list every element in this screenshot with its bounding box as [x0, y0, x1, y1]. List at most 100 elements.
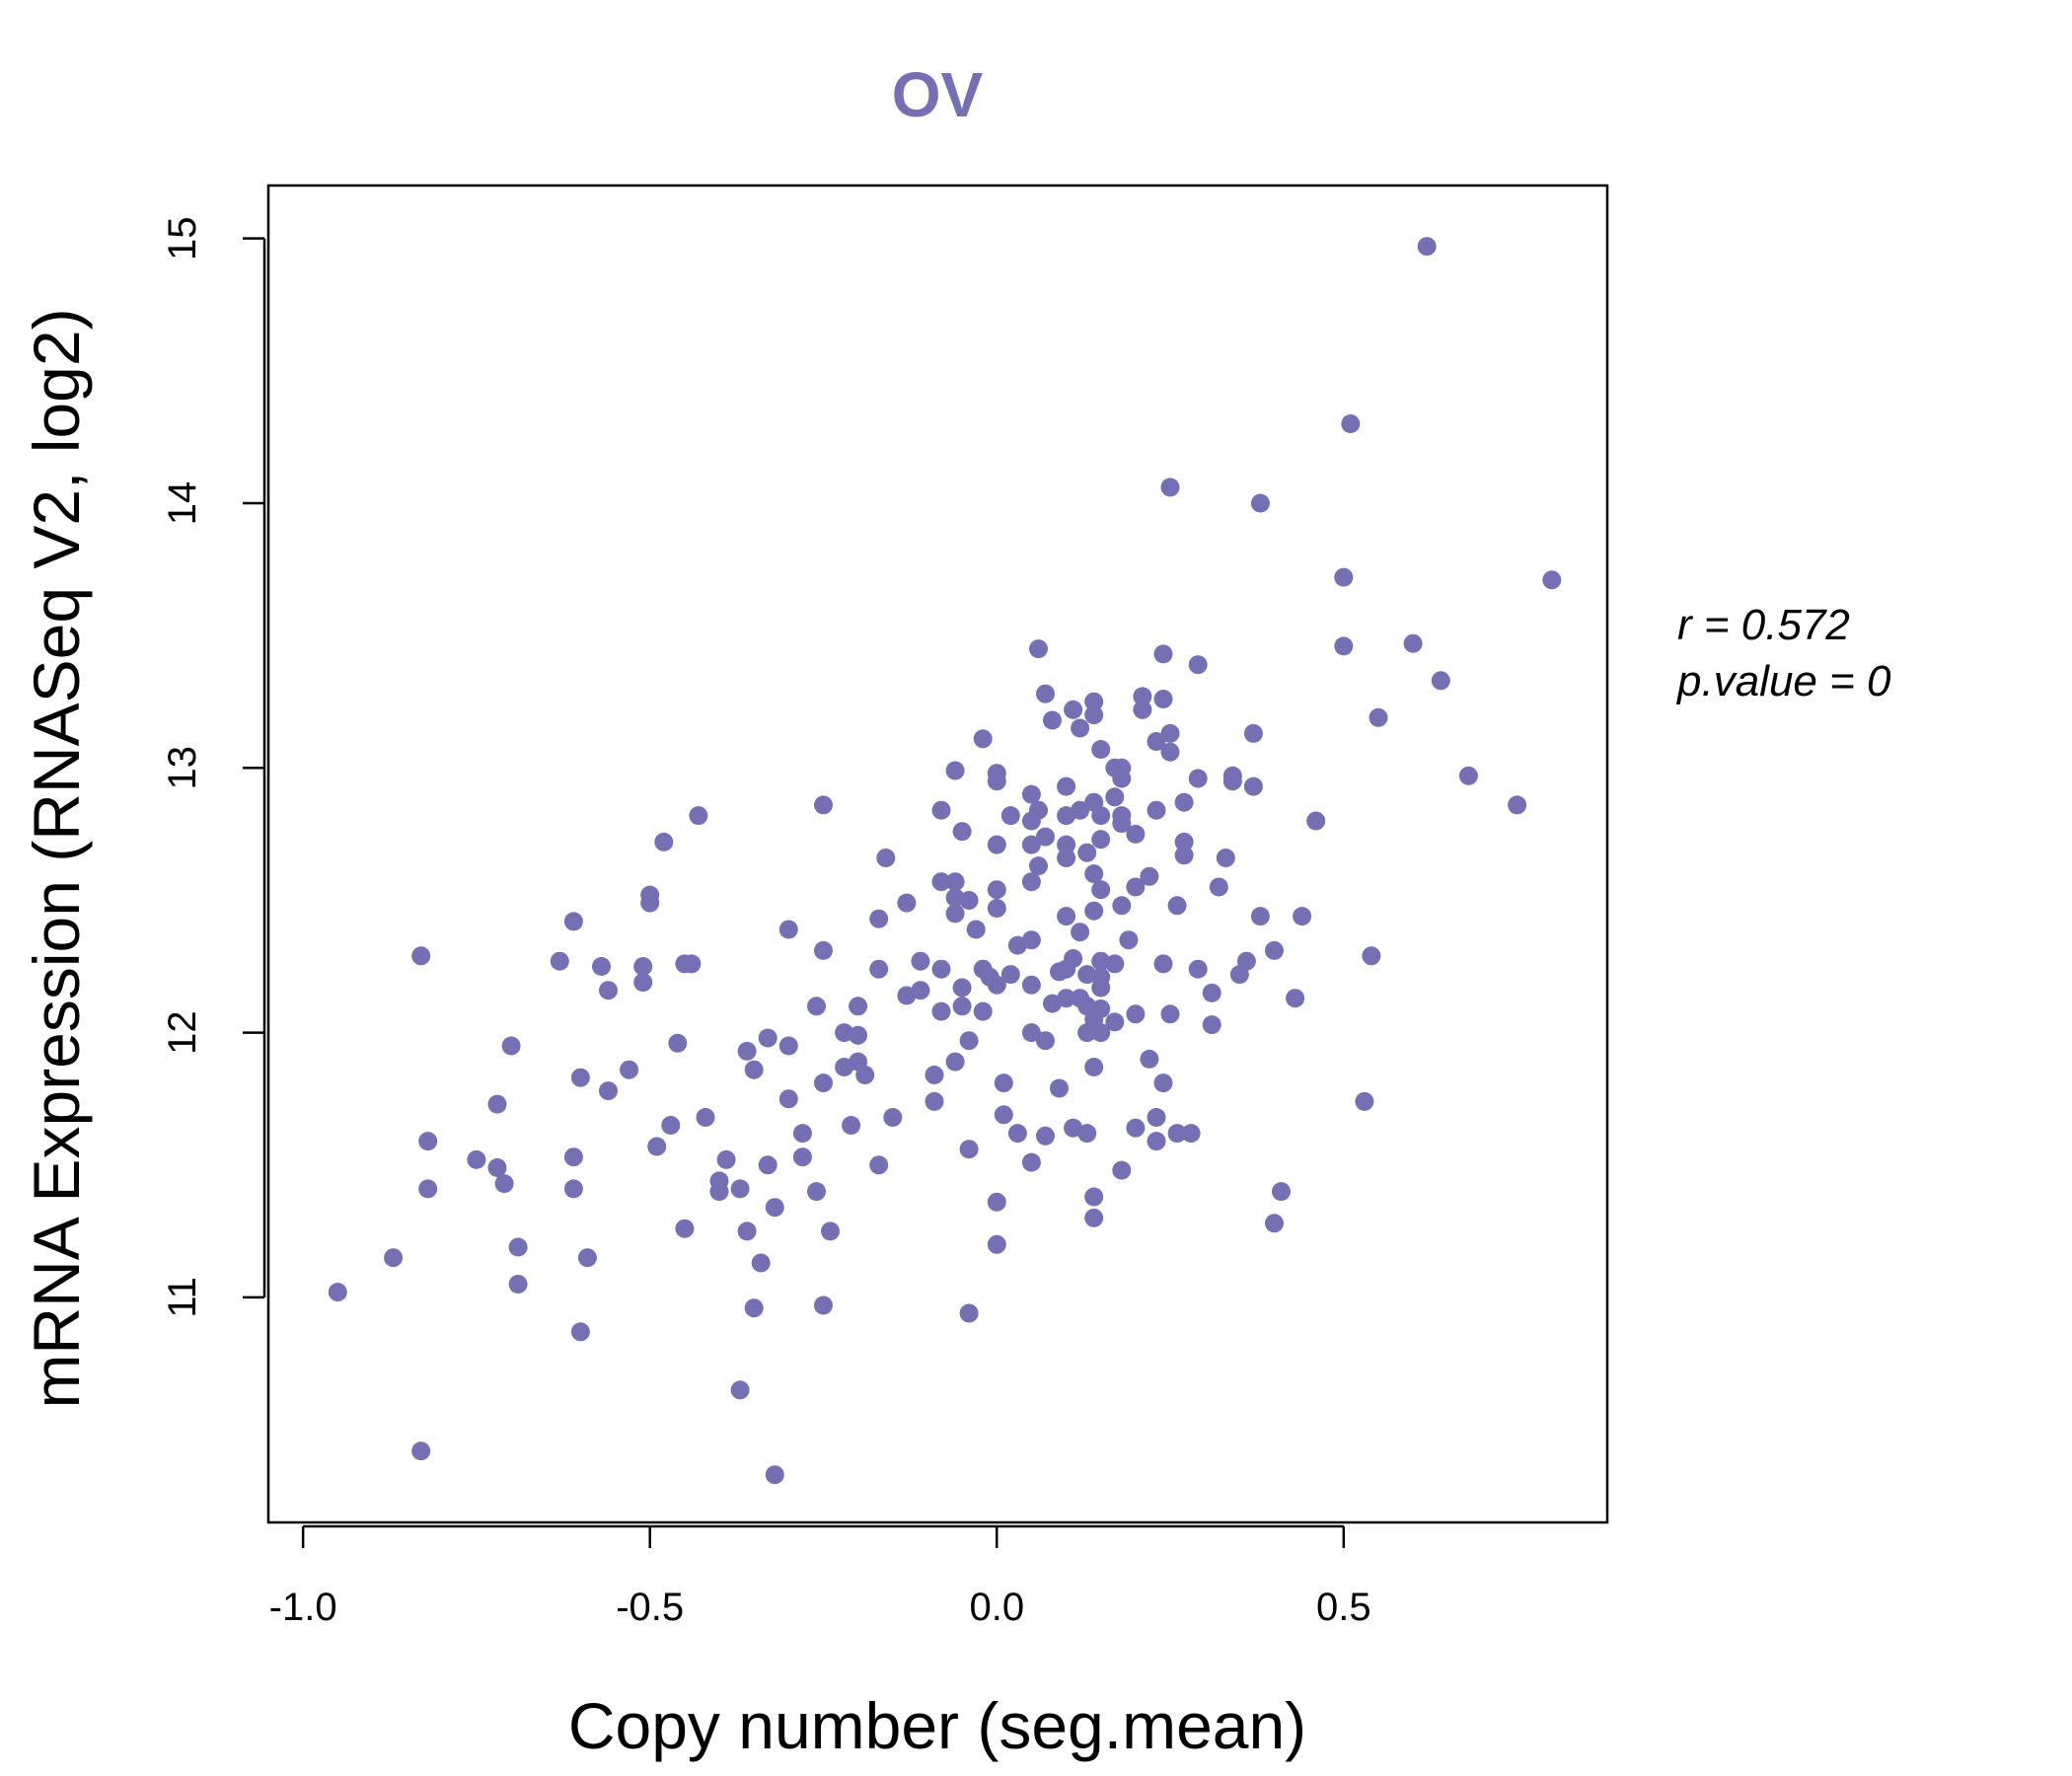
data-point	[1140, 1049, 1159, 1069]
data-point	[1091, 830, 1111, 850]
data-point	[328, 1283, 347, 1302]
data-point	[945, 1052, 965, 1072]
data-point	[994, 1073, 1013, 1093]
data-point	[849, 1025, 868, 1045]
data-point	[744, 1298, 764, 1318]
data-point	[1084, 1187, 1104, 1207]
data-point	[1431, 671, 1450, 691]
data-point	[835, 1058, 854, 1076]
data-point	[1112, 769, 1132, 788]
data-point	[1091, 740, 1111, 759]
data-point	[807, 997, 826, 1016]
data-point	[869, 1155, 889, 1175]
data-point	[682, 954, 702, 974]
data-point	[1021, 975, 1041, 995]
data-point	[1181, 1124, 1201, 1144]
data-point	[1112, 896, 1132, 916]
data-point	[1355, 1091, 1374, 1111]
data-point	[931, 872, 951, 892]
data-point	[418, 1132, 438, 1151]
data-point	[570, 1068, 590, 1087]
data-point	[1403, 633, 1423, 653]
data-point	[1153, 644, 1173, 664]
data-point	[1362, 946, 1381, 966]
data-point	[1029, 856, 1048, 876]
data-point	[1140, 866, 1159, 886]
data-point	[1133, 700, 1152, 719]
data-point	[1174, 792, 1194, 812]
data-point	[1021, 872, 1041, 892]
x-axis: -1.0 -0.5 0.0 0.5	[269, 1524, 1371, 1629]
data-point	[1174, 846, 1194, 865]
x-tick-label: 0.0	[969, 1586, 1024, 1629]
data-point	[987, 772, 1006, 791]
data-point	[709, 1182, 729, 1202]
data-point	[1119, 930, 1139, 950]
data-point	[411, 1442, 431, 1461]
data-point	[1071, 923, 1090, 942]
data-point	[1209, 877, 1228, 897]
data-point	[1417, 237, 1437, 257]
data-point	[987, 1192, 1006, 1212]
data-point	[1084, 901, 1104, 921]
data-point	[1341, 414, 1361, 433]
data-point	[897, 986, 917, 1005]
data-point	[411, 946, 431, 966]
data-point	[952, 822, 972, 842]
data-point	[1091, 880, 1111, 900]
data-point	[1458, 766, 1478, 785]
data-point	[897, 893, 917, 913]
data-point	[1160, 723, 1180, 743]
data-point	[737, 1221, 757, 1241]
data-point	[814, 940, 833, 960]
data-point	[1007, 935, 1027, 955]
data-point	[973, 729, 993, 749]
data-point	[994, 1105, 1013, 1125]
data-point	[973, 1001, 993, 1021]
data-point	[1112, 1160, 1132, 1180]
data-point	[1286, 989, 1305, 1008]
data-point	[1265, 940, 1284, 960]
data-point	[758, 1155, 777, 1175]
data-point	[952, 978, 972, 998]
data-point	[765, 1465, 784, 1485]
data-point	[563, 1179, 583, 1199]
data-point	[661, 1116, 681, 1135]
data-point	[814, 1295, 833, 1315]
data-point	[1147, 800, 1166, 820]
data-point	[647, 1137, 667, 1156]
data-point	[696, 1108, 715, 1127]
data-point	[1091, 978, 1111, 998]
data-point	[1084, 1208, 1104, 1227]
data-point	[1021, 1023, 1041, 1043]
data-point	[1153, 1073, 1173, 1093]
x-tick-label: 0.5	[1316, 1586, 1371, 1629]
data-point	[1084, 692, 1104, 711]
data-point	[563, 1147, 583, 1167]
data-point	[758, 1028, 777, 1048]
data-point	[668, 1033, 688, 1053]
x-tick-label: -0.5	[616, 1586, 684, 1629]
data-point	[1250, 907, 1270, 926]
data-point	[1126, 824, 1146, 844]
data-point	[1126, 1004, 1146, 1024]
data-point	[1160, 1004, 1180, 1024]
data-point	[1369, 707, 1388, 727]
data-point	[876, 849, 896, 867]
x-axis-label: Copy number (seg.mean)	[568, 1689, 1306, 1762]
data-point	[1202, 1015, 1221, 1035]
y-axis-label: mRNA Expression (RNASeq V2, log2)	[20, 308, 93, 1408]
y-tick-label: 12	[161, 1010, 204, 1055]
data-point	[737, 1041, 757, 1061]
data-point	[869, 909, 889, 928]
data-point	[1160, 742, 1180, 762]
data-point	[765, 1198, 784, 1218]
data-point	[577, 1248, 597, 1268]
data-point	[744, 1060, 764, 1079]
data-point	[1050, 962, 1069, 982]
data-point	[599, 1081, 618, 1101]
data-point	[925, 1066, 944, 1084]
data-point	[952, 997, 972, 1016]
data-point	[716, 1149, 736, 1169]
data-point	[807, 1182, 826, 1202]
